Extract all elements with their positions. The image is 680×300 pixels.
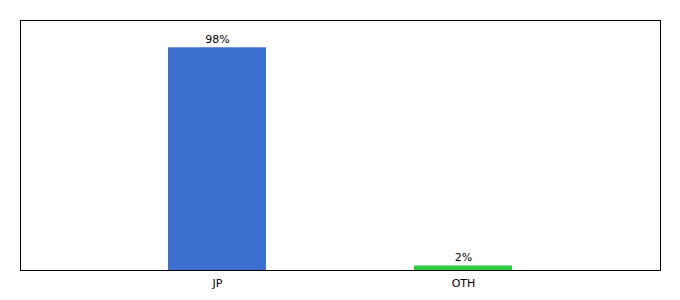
svg-text:OTH: OTH [452,277,476,290]
svg-text:JP: JP [212,277,223,290]
svg-text:98%: 98% [205,33,229,46]
svg-text:2%: 2% [455,251,472,264]
